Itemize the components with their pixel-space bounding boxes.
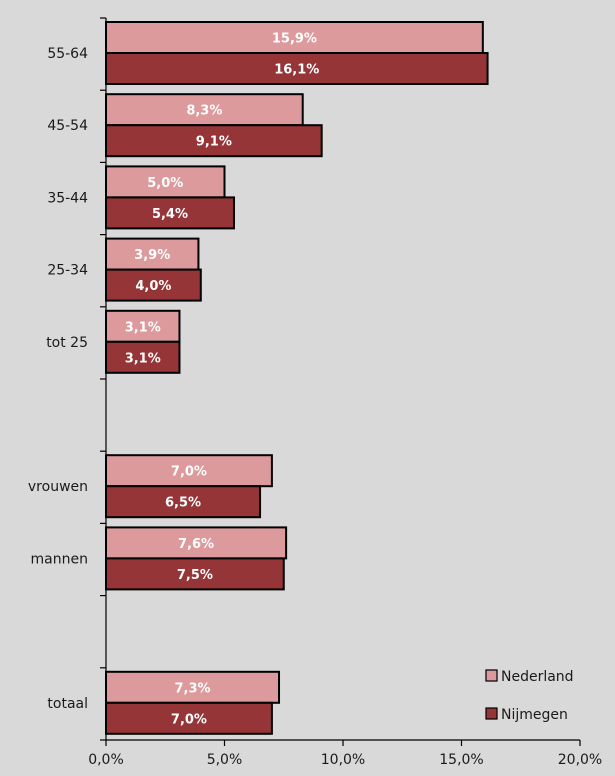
bar-nijmegen-45-54 (105, 124, 323, 158)
data-label: 4,0% (135, 279, 171, 294)
x-tick-label: 15,0% (439, 752, 483, 768)
data-label: 16,1% (274, 63, 319, 78)
x-tick-label: 10,0% (321, 752, 365, 768)
data-label: 7,0% (171, 712, 207, 727)
bar-nederland-vrouwen (105, 454, 273, 488)
data-label: 6,5% (165, 496, 201, 511)
data-label: 5,4% (152, 207, 188, 222)
bar-nijmegen-55-64 (105, 52, 489, 85)
legend-swatch-nederland (485, 669, 498, 682)
data-label: 9,1% (196, 135, 232, 150)
category-label: 55-64 (47, 46, 88, 62)
category-label: vrouwen (28, 479, 88, 495)
x-tick-label: 20,0% (558, 752, 602, 768)
x-tick-label: 0,0% (88, 752, 124, 768)
data-label: 7,5% (177, 568, 213, 583)
data-label: 8,3% (186, 104, 222, 119)
labels-layer: 15,9% 16,1% 55-64 8,3% 9,1% 45-54 5,0% 5,4% 35-4… (28, 32, 319, 728)
category-label: 35-44 (47, 190, 88, 206)
data-label: 3,1% (125, 320, 161, 335)
category-label: tot 25 (46, 335, 88, 351)
data-label: 7,6% (178, 537, 214, 552)
category-label: totaal (47, 696, 88, 712)
data-label: 15,9% (272, 32, 317, 47)
category-label: 45-54 (47, 118, 88, 134)
category-label: mannen (31, 551, 88, 567)
bar-nijmegen-vrouwen (105, 485, 262, 519)
data-label: 7,3% (174, 681, 210, 696)
legend-label-nijmegen: Nijmegen (501, 707, 568, 723)
data-label: 5,0% (147, 176, 183, 191)
data-label: 7,0% (171, 465, 207, 480)
data-label: 3,9% (134, 248, 170, 263)
legend-swatch-nijmegen (485, 707, 498, 720)
axis-layer: 0,0% 5,0% 10,0% 15,0% 20,0% (88, 17, 602, 768)
bars-layer (105, 21, 489, 735)
legend-label-nederland: Nederland (501, 669, 574, 685)
bar-nijmegen-mannen (105, 557, 285, 591)
data-label: 3,1% (125, 351, 161, 366)
x-tick-label: 5,0% (207, 752, 243, 768)
legend: Nederland Nijmegen (485, 669, 574, 723)
category-label: 25-34 (47, 263, 88, 279)
